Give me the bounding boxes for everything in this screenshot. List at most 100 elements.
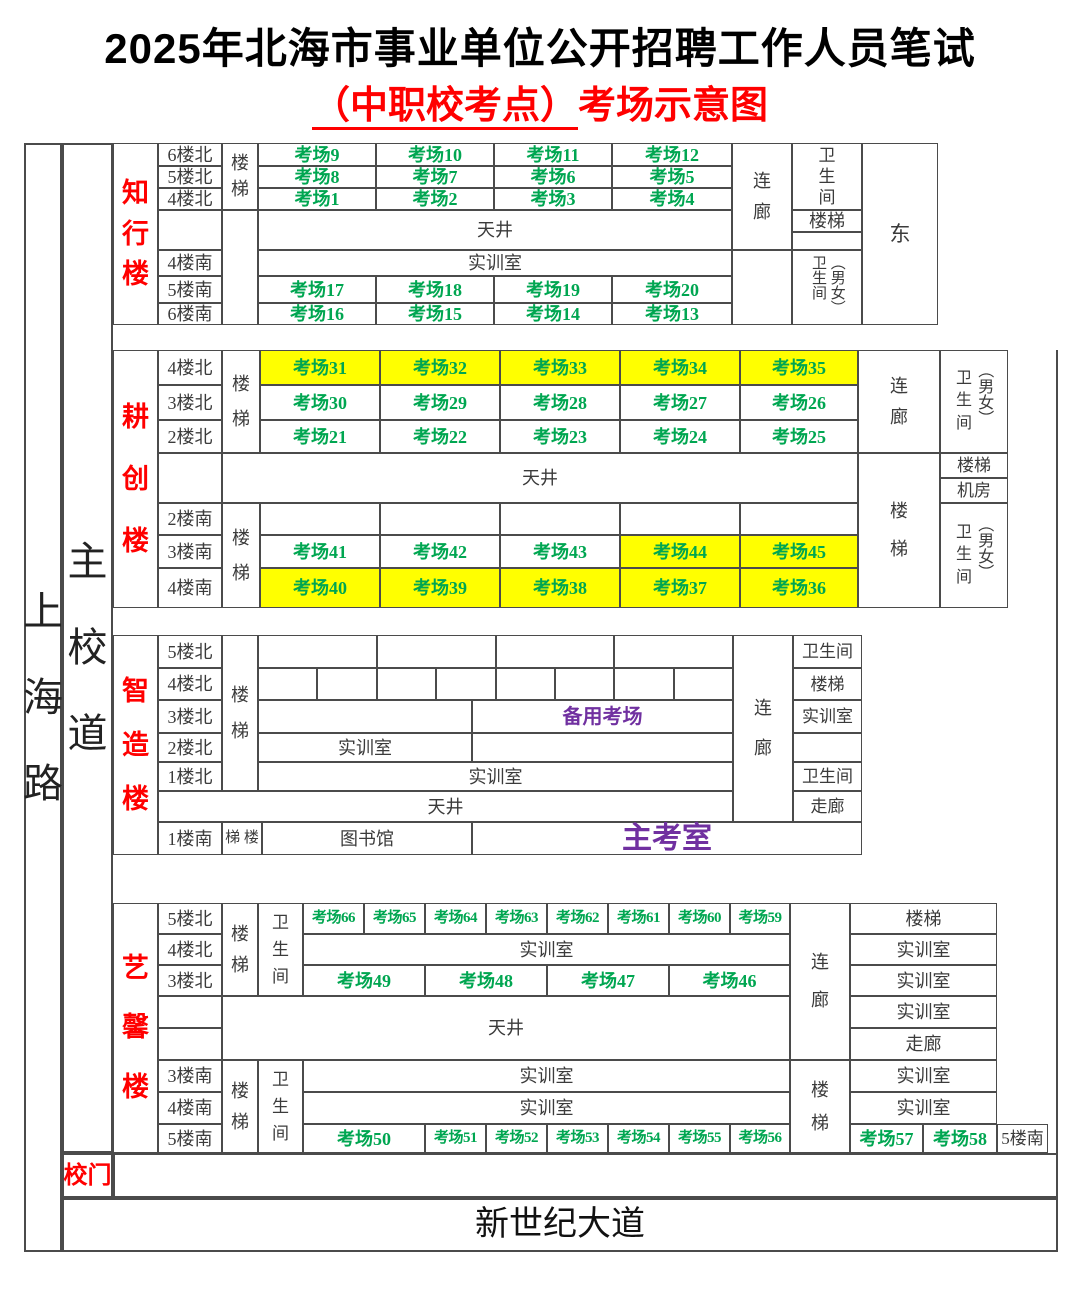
exam-room-highlighted: 考场32	[380, 350, 500, 385]
exam-room: 考场50	[303, 1124, 425, 1153]
exam-room: 考场24	[620, 420, 740, 453]
empty-cell	[222, 210, 258, 325]
empty-room	[555, 668, 614, 700]
training-room: 实训室	[303, 1092, 790, 1124]
floor-label: 5楼南	[158, 1124, 222, 1153]
courtyard: 天井	[158, 791, 733, 822]
exam-room: 考场18	[376, 276, 494, 303]
exam-room: 考场22	[380, 420, 500, 453]
hallway: 走廊	[793, 791, 862, 822]
exam-room: 考场23	[500, 420, 620, 453]
building-gengchuang: 耕创楼	[113, 350, 158, 608]
exam-room: 考场47	[547, 965, 669, 996]
empty-cell	[158, 210, 222, 250]
library: 图书馆	[262, 822, 472, 855]
stairs: 楼梯	[222, 143, 258, 210]
courtyard: 天井	[222, 996, 790, 1060]
exam-room: 考场1	[258, 188, 376, 210]
empty-room	[258, 700, 472, 733]
floor-label: 5楼北	[158, 166, 222, 188]
exam-room-highlighted: 考场38	[500, 568, 620, 608]
stairs: 楼梯	[222, 1060, 258, 1153]
exam-room: 考场9	[258, 143, 376, 166]
courtyard: 天井	[222, 453, 858, 503]
floor-label: 4楼北	[158, 934, 222, 965]
exam-room-highlighted: 考场40	[260, 568, 380, 608]
floor-label: 3楼南	[158, 535, 222, 568]
training-room: 实训室	[850, 1092, 997, 1124]
exam-room-highlighted: 考场34	[620, 350, 740, 385]
exam-room: 考场62	[547, 903, 608, 934]
page-title: 2025年北海市事业单位公开招聘工作人员笔试	[104, 25, 976, 72]
exam-room: 考场5	[612, 166, 732, 188]
exam-room: 考场42	[380, 535, 500, 568]
building-yixin: 艺馨楼	[113, 903, 158, 1153]
toilet-mf: 卫生间 （男女）	[940, 350, 1008, 453]
exam-room: 考场52	[486, 1124, 547, 1153]
floor-label: 1楼北	[158, 762, 222, 791]
exam-room: 考场54	[608, 1124, 669, 1153]
exam-room: 考场49	[303, 965, 425, 996]
floor-label: 3楼北	[158, 965, 222, 996]
training-room: 实训室	[303, 1060, 790, 1092]
floor-label: 2楼南	[158, 503, 222, 535]
exam-room: 考场56	[730, 1124, 790, 1153]
exam-room: 考场12	[612, 143, 732, 166]
exam-room: 考场11	[494, 143, 612, 166]
stairs: 楼梯	[850, 903, 997, 934]
exam-room: 考场58	[923, 1124, 997, 1153]
building-zhizao: 智造楼	[113, 635, 158, 855]
exam-room-highlighted: 考场45	[740, 535, 858, 568]
exam-room: 考场16	[258, 303, 376, 325]
school-gate-label: 校门	[62, 1153, 113, 1198]
floor-label: 3楼北	[158, 385, 222, 420]
exam-room: 考场57	[850, 1124, 923, 1153]
exam-room: 考场65	[364, 903, 425, 934]
corridor-link: 连廊	[732, 143, 792, 250]
floor-label: 5楼南	[158, 276, 222, 303]
backup-exam-room: 备用考场	[472, 700, 733, 733]
toilet: 卫生间	[793, 762, 862, 791]
empty-room	[317, 668, 377, 700]
exam-room: 考场17	[258, 276, 376, 303]
exam-room: 考场29	[380, 385, 500, 420]
exam-room: 考场60	[669, 903, 730, 934]
exam-room: 考场27	[620, 385, 740, 420]
exam-room: 考场15	[376, 303, 494, 325]
empty-room	[614, 668, 674, 700]
stairs: 楼梯	[222, 635, 258, 791]
subtitle-venue: （中职校考点）	[311, 85, 578, 130]
exam-room: 考场14	[494, 303, 612, 325]
empty-room	[740, 503, 858, 535]
exam-room: 考场46	[669, 965, 790, 996]
training-room: 实训室	[850, 934, 997, 965]
exam-room: 考场53	[547, 1124, 608, 1153]
floor-label: 6楼北	[158, 143, 222, 166]
exam-room: 考场51	[425, 1124, 486, 1153]
empty-room	[472, 733, 733, 762]
avenue-label: 新世纪大道	[62, 1198, 1058, 1252]
stairs: 楼梯	[940, 453, 1008, 478]
toilet: 卫生间	[258, 1060, 303, 1153]
toilet: 卫生间	[793, 635, 862, 668]
exam-room-highlighted: 考场44	[620, 535, 740, 568]
exam-room: 考场7	[376, 166, 494, 188]
floor-label: 4楼北	[158, 188, 222, 210]
empty-cell	[793, 733, 862, 762]
chief-examiner-office: 主考室	[472, 822, 862, 855]
empty-room	[674, 668, 733, 700]
toilet-mf: 卫生间 （男女）	[940, 503, 1008, 608]
exam-room: 考场28	[500, 385, 620, 420]
exam-room-highlighted: 考场39	[380, 568, 500, 608]
floor-label: 3楼南	[158, 1060, 222, 1092]
exam-room-highlighted: 考场35	[740, 350, 858, 385]
toilet: 卫生间	[792, 143, 862, 210]
empty-room	[258, 635, 377, 668]
training-room: 实训室	[850, 996, 997, 1028]
floor-label: 4楼南	[158, 1092, 222, 1124]
subtitle-rest: 考场示意图	[578, 85, 769, 127]
toilet: 卫生间	[258, 903, 303, 996]
exam-room: 考场13	[612, 303, 732, 325]
road-zhuxiaodao: 主校道	[62, 143, 113, 1153]
training-room: 实训室	[258, 250, 732, 276]
